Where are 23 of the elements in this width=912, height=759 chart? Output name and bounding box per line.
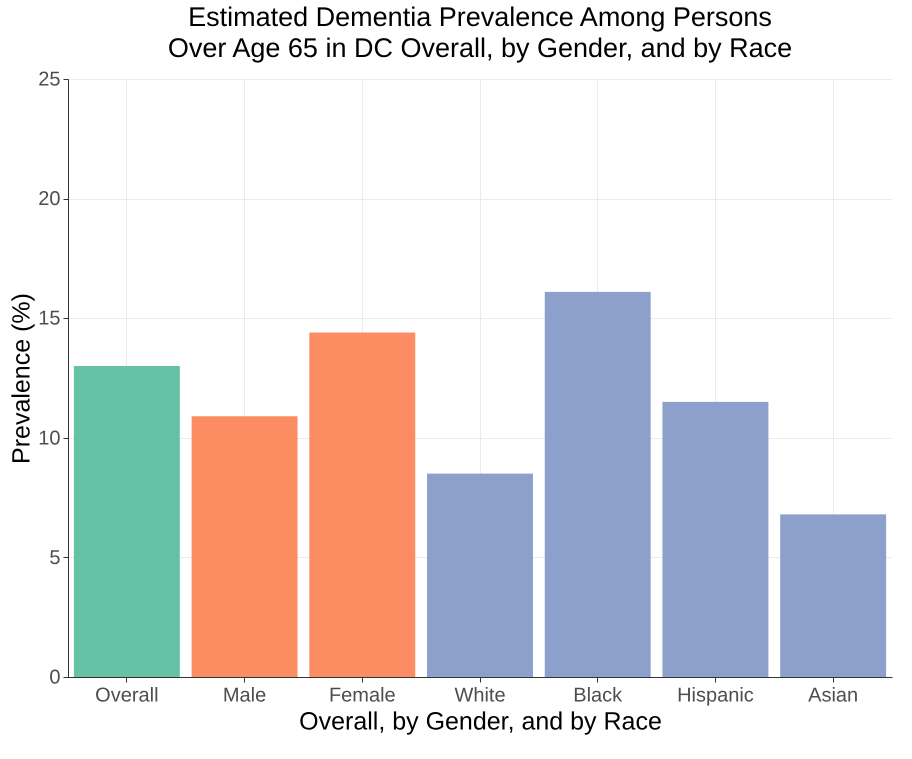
y-axis-title: Prevalence (%) (7, 293, 36, 464)
bar (192, 416, 298, 677)
x-axis-title: Overall, by Gender, and by Race (299, 708, 662, 736)
x-tick-label: Female (328, 684, 396, 706)
bar (427, 474, 533, 677)
x-tick-label: Asian (808, 684, 858, 706)
x-tick-label: Black (573, 684, 624, 706)
x-tick-label: Hispanic (677, 684, 754, 706)
bar (309, 332, 416, 677)
y-tick-label: 15 (38, 308, 60, 330)
y-tick-label: 25 (38, 68, 60, 90)
y-tick-label: 5 (49, 546, 60, 569)
bar (780, 514, 886, 677)
bar (544, 292, 651, 677)
y-tick-label: 20 (38, 188, 60, 210)
bar (74, 366, 180, 677)
y-tick-label: 0 (49, 666, 60, 688)
x-tick-label: Overall (95, 684, 159, 706)
y-tick-label: 10 (38, 427, 60, 450)
bar (662, 402, 768, 677)
x-tick-label: White (454, 684, 506, 706)
chart-title: Estimated Dementia Prevalence Among Persons Over Age 65 in DC Overall, by Gender, and by Race (168, 2, 792, 63)
x-tick-label: Male (222, 684, 266, 706)
